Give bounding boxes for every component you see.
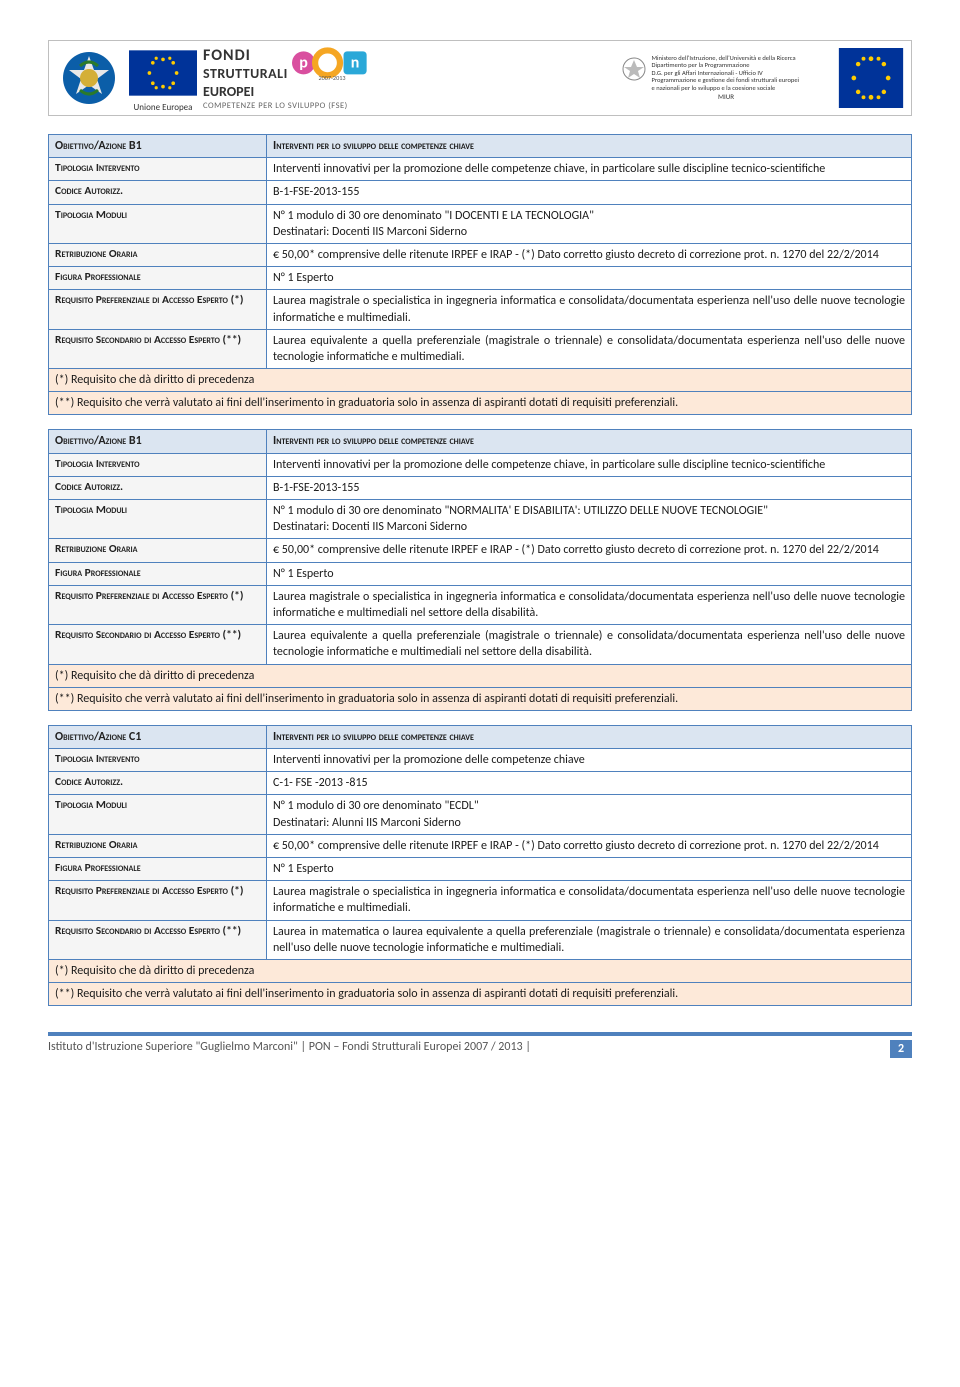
row-label: Requisito Preferenziale di Accesso Esper… xyxy=(49,881,267,920)
miur-text: Ministero dell'Istruzione, dell'Universi… xyxy=(651,55,821,92)
row-label: Tipologia Moduli xyxy=(49,204,267,243)
row-label: Requisito Preferenziale di Accesso Esper… xyxy=(49,290,267,329)
row-value: Interventi innovativi per la promozione … xyxy=(267,453,912,476)
page-number: 2 xyxy=(890,1040,912,1058)
miur-block: Ministero dell'Istruzione, dell'Universi… xyxy=(621,55,831,101)
row-value: € 50,00* comprensive delle ritenute IRPE… xyxy=(267,834,912,857)
row-label: Tipologia Intervento xyxy=(49,749,267,772)
row-label: Requisito Secondario di Accesso Esperto … xyxy=(49,920,267,959)
svg-text:n: n xyxy=(351,53,360,72)
table-title-value: Interventi per lo sviluppo delle compete… xyxy=(267,725,912,748)
svg-text:2007-2013: 2007-2013 xyxy=(318,73,345,81)
row-value: Laurea equivalente a quella preferenzial… xyxy=(267,625,912,664)
row-value: N° 1 modulo di 30 ore denominato "NORMAL… xyxy=(267,500,912,539)
eu-flag-icon xyxy=(129,43,197,103)
row-value: N° 1 modulo di 30 ore denominato "I DOCE… xyxy=(267,204,912,243)
footnote-1: (*) Requisito che dà diritto di preceden… xyxy=(49,664,912,687)
page-footer: Istituto d'Istruzione Superiore "Gugliel… xyxy=(48,1032,912,1058)
footnote-2: (**) Requisito che verrà valutato ai fin… xyxy=(49,392,912,415)
table-title-value: Interventi per lo sviluppo delle compete… xyxy=(267,430,912,453)
table-title-label: Obiettivo/Azione C1 xyxy=(49,725,267,748)
row-value: B-1-FSE-2013-155 xyxy=(267,181,912,204)
competenze-sub: COMPETENZE PER LO SVILUPPO (FSE) xyxy=(203,101,615,111)
table-title-label: Obiettivo/Azione B1 xyxy=(49,430,267,453)
row-value: € 50,00* comprensive delle ritenute IRPE… xyxy=(267,539,912,562)
footnote-2: (**) Requisito che verrà valutato ai fin… xyxy=(49,983,912,1006)
info-table: Obiettivo/Azione B1Interventi per lo svi… xyxy=(48,429,912,710)
eu-flag-right-icon xyxy=(837,48,905,108)
row-value: N° 1 modulo di 30 ore denominato "ECDL" … xyxy=(267,795,912,834)
fondi-europei: EUROPEI xyxy=(203,83,254,100)
footer-text: Istituto d'Istruzione Superiore "Gugliel… xyxy=(48,1040,531,1058)
row-label: Requisito Secondario di Accesso Esperto … xyxy=(49,329,267,368)
row-label: Requisito Preferenziale di Accesso Esper… xyxy=(49,585,267,624)
row-label: Retribuzione Oraria xyxy=(49,834,267,857)
footnote-1: (*) Requisito che dà diritto di preceden… xyxy=(49,959,912,982)
table-title-value: Interventi per lo sviluppo delle compete… xyxy=(267,135,912,158)
row-label: Codice Autorizz. xyxy=(49,476,267,499)
row-label: Requisito Secondario di Accesso Esperto … xyxy=(49,625,267,664)
info-table: Obiettivo/Azione B1Interventi per lo svi… xyxy=(48,134,912,415)
footnote-1: (*) Requisito che dà diritto di preceden… xyxy=(49,369,912,392)
row-value: N° 1 Esperto xyxy=(267,267,912,290)
pon-logo-icon: p n 2007-2013 xyxy=(292,46,372,87)
miur-emblem-icon xyxy=(621,55,647,85)
row-value: Laurea magistrale o specialistica in ing… xyxy=(267,290,912,329)
italy-emblem-icon xyxy=(55,48,123,108)
row-value: Laurea magistrale o specialistica in ing… xyxy=(267,585,912,624)
row-value: Interventi innovativi per la promozione … xyxy=(267,158,912,181)
row-value: Interventi innovativi per la promozione … xyxy=(267,749,912,772)
row-value: N° 1 Esperto xyxy=(267,562,912,585)
header-banner: Unione Europea FONDI STRUTTURALI EUROPEI… xyxy=(48,40,912,116)
row-value: C-1- FSE -2013 -815 xyxy=(267,772,912,795)
row-label: Tipologia Moduli xyxy=(49,500,267,539)
fondi-block: FONDI STRUTTURALI EUROPEI p n 2007-2013 CO… xyxy=(203,46,615,111)
row-label: Retribuzione Oraria xyxy=(49,539,267,562)
row-label: Codice Autorizz. xyxy=(49,181,267,204)
row-value: B-1-FSE-2013-155 xyxy=(267,476,912,499)
row-value: Laurea in matematica o laurea equivalent… xyxy=(267,920,912,959)
info-table: Obiettivo/Azione C1Interventi per lo svi… xyxy=(48,725,912,1006)
fondi-title: FONDI xyxy=(203,46,288,65)
fondi-strutturali: STRUTTURALI xyxy=(203,65,288,82)
eu-label: Unione Europea xyxy=(129,103,197,113)
row-label: Codice Autorizz. xyxy=(49,772,267,795)
miur-label: MIUR xyxy=(621,93,831,101)
row-value: Laurea equivalente a quella preferenzial… xyxy=(267,329,912,368)
svg-text:p: p xyxy=(299,53,308,72)
row-value: € 50,00* comprensive delle ritenute IRPE… xyxy=(267,243,912,266)
row-label: Tipologia Intervento xyxy=(49,453,267,476)
row-value: Laurea magistrale o specialistica in ing… xyxy=(267,881,912,920)
row-value: N° 1 Esperto xyxy=(267,858,912,881)
row-label: Figura Professionale xyxy=(49,858,267,881)
footnote-2: (**) Requisito che verrà valutato ai fin… xyxy=(49,687,912,710)
row-label: Figura Professionale xyxy=(49,562,267,585)
row-label: Retribuzione Oraria xyxy=(49,243,267,266)
row-label: Figura Professionale xyxy=(49,267,267,290)
row-label: Tipologia Moduli xyxy=(49,795,267,834)
row-label: Tipologia Intervento xyxy=(49,158,267,181)
table-title-label: Obiettivo/Azione B1 xyxy=(49,135,267,158)
